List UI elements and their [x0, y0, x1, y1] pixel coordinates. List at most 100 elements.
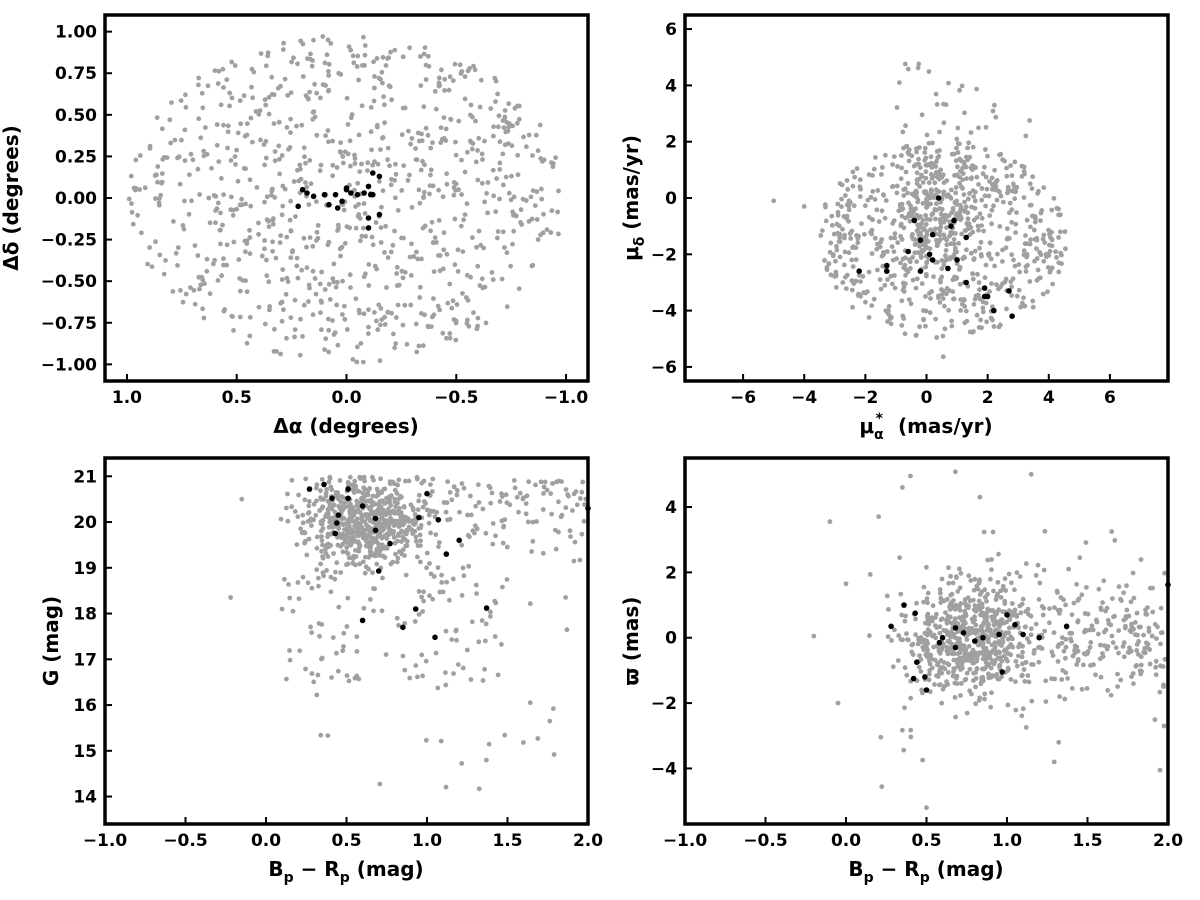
field-point	[386, 55, 391, 61]
field-point	[957, 264, 963, 270]
field-point	[959, 301, 965, 307]
field-point	[323, 551, 329, 556]
field-point	[1016, 625, 1021, 631]
field-point	[393, 504, 398, 509]
field-point	[388, 515, 393, 521]
field-point	[1133, 632, 1138, 638]
field-point	[364, 492, 369, 498]
field-point	[853, 278, 859, 284]
field-point	[497, 167, 503, 172]
field-point	[846, 250, 852, 256]
field-point	[894, 190, 900, 196]
field-point	[1153, 664, 1159, 670]
field-point	[353, 204, 358, 210]
field-point	[929, 176, 935, 181]
field-point	[979, 197, 985, 203]
field-point	[393, 315, 399, 320]
field-point	[1007, 200, 1013, 206]
field-point	[888, 235, 894, 241]
field-point	[340, 522, 346, 527]
field-point	[989, 182, 995, 187]
field-point	[941, 262, 947, 268]
field-point	[980, 630, 986, 636]
member-point	[432, 634, 438, 641]
field-point	[1158, 641, 1163, 647]
field-point	[1062, 696, 1068, 702]
field-point	[922, 150, 928, 156]
field-point	[890, 664, 896, 670]
field-point	[450, 78, 456, 83]
field-point	[314, 132, 320, 138]
field-point	[547, 718, 553, 724]
field-point	[432, 235, 438, 241]
field-point	[468, 493, 473, 499]
field-point	[367, 517, 373, 523]
field-point	[1036, 276, 1042, 281]
field-point	[401, 235, 406, 241]
field-point	[442, 88, 447, 93]
member-point	[972, 638, 978, 644]
field-point	[1069, 630, 1075, 636]
field-point	[335, 228, 340, 233]
field-points	[811, 469, 1168, 811]
field-point	[388, 182, 394, 188]
field-point	[204, 256, 210, 262]
field-point	[391, 331, 396, 337]
field-point	[964, 710, 970, 716]
field-point	[361, 474, 367, 480]
field-point	[993, 187, 999, 193]
field-point	[900, 313, 906, 319]
field-point	[229, 194, 234, 200]
field-point	[281, 307, 286, 313]
field-point	[1018, 610, 1024, 616]
field-point	[534, 519, 539, 524]
field-point	[1040, 291, 1046, 297]
field-point	[299, 267, 304, 273]
field-point	[1103, 627, 1109, 633]
field-point	[1152, 717, 1158, 723]
field-point	[508, 197, 514, 203]
field-point	[382, 322, 388, 327]
field-point	[506, 124, 511, 130]
field-point	[942, 598, 947, 604]
field-point	[354, 634, 360, 640]
member-point	[359, 503, 366, 509]
field-point	[403, 478, 408, 484]
field-point	[965, 629, 971, 635]
field-point	[530, 188, 536, 194]
field-point	[196, 75, 202, 81]
field-point	[428, 530, 433, 536]
field-point	[1079, 686, 1085, 692]
field-point	[497, 196, 502, 202]
field-point	[429, 219, 435, 225]
field-point	[204, 268, 210, 274]
field-point	[529, 263, 535, 269]
field-point	[318, 732, 324, 738]
field-point	[1105, 644, 1111, 649]
field-point	[931, 274, 936, 280]
field-point	[934, 201, 939, 207]
field-point	[1005, 235, 1011, 241]
field-point	[434, 509, 440, 515]
field-point	[514, 120, 520, 126]
field-point	[959, 681, 964, 686]
field-point	[259, 253, 265, 259]
field-point	[418, 54, 423, 59]
field-point	[422, 45, 428, 51]
field-point	[182, 158, 188, 164]
field-point	[232, 154, 238, 160]
field-point	[371, 59, 376, 65]
field-point	[949, 323, 955, 329]
field-point	[326, 88, 331, 94]
field-point	[313, 485, 319, 491]
field-point	[923, 169, 929, 175]
field-point	[1088, 640, 1094, 645]
x-tick-label: −1.0	[663, 831, 708, 851]
field-point	[335, 342, 341, 348]
field-point	[483, 530, 489, 536]
field-point	[319, 521, 325, 527]
field-point	[972, 660, 977, 665]
field-point	[1012, 607, 1018, 613]
field-point	[422, 223, 428, 229]
field-point	[1014, 570, 1020, 575]
